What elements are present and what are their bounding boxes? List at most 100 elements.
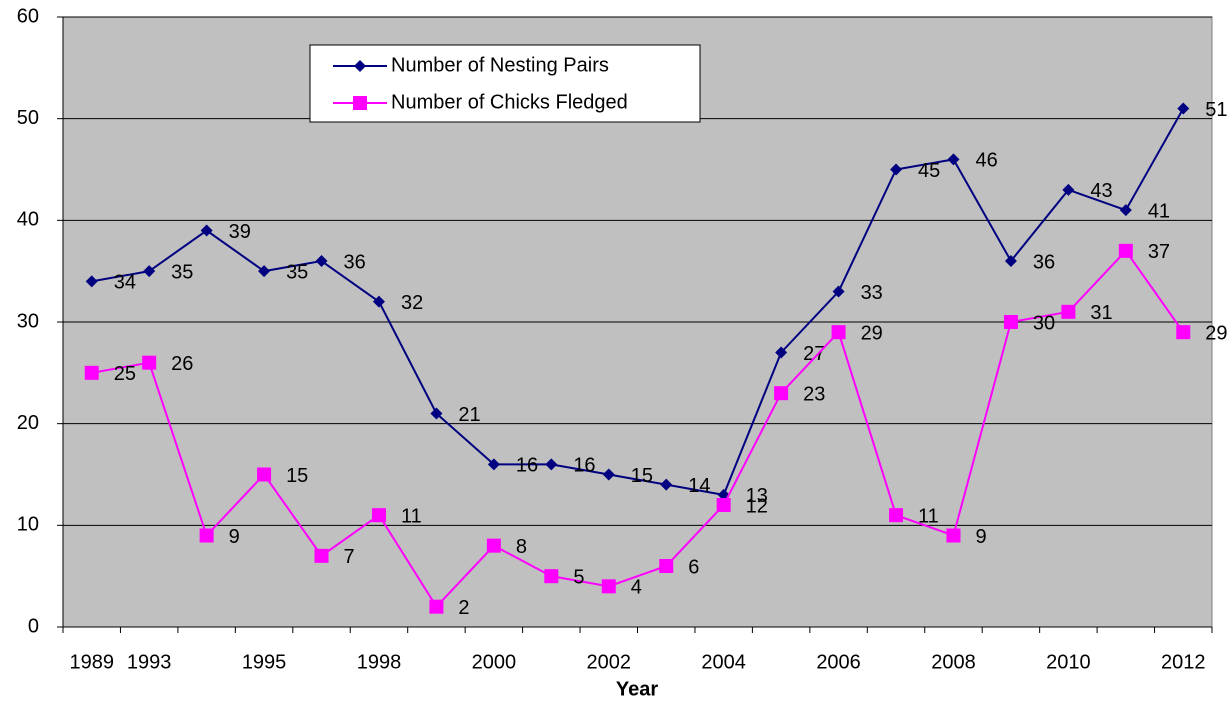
point <box>85 275 98 288</box>
legend-label: Number of Nesting Pairs <box>391 54 609 76</box>
point <box>947 153 960 166</box>
point <box>314 548 329 563</box>
point <box>545 458 558 471</box>
data-label: 26 <box>171 353 193 375</box>
x-tick-label: 2012 <box>1161 651 1206 673</box>
data-label: 51 <box>1205 99 1227 121</box>
point <box>775 346 788 359</box>
point <box>831 325 846 340</box>
y-tick-label: 10 <box>17 514 39 536</box>
data-label: 21 <box>458 404 480 426</box>
x-tick-label: 2008 <box>931 651 976 673</box>
point <box>1062 183 1075 196</box>
x-tick-label: 2002 <box>587 651 632 673</box>
point <box>660 478 673 491</box>
point <box>354 60 366 72</box>
data-label: 29 <box>1205 322 1227 344</box>
point <box>544 569 559 584</box>
x-tick-label: 1989 <box>69 651 114 673</box>
point <box>143 265 156 278</box>
data-label: 31 <box>1090 302 1112 324</box>
data-label: 4 <box>631 577 642 599</box>
data-label: 36 <box>344 251 366 273</box>
point <box>200 224 213 237</box>
point <box>486 538 501 553</box>
data-label: 29 <box>861 322 883 344</box>
data-label: 7 <box>344 546 355 568</box>
data-label: 15 <box>631 465 653 487</box>
legend <box>309 44 701 123</box>
data-label: 15 <box>286 465 308 487</box>
data-label: 46 <box>975 150 997 172</box>
point <box>1004 255 1017 267</box>
data-label: 16 <box>573 455 595 477</box>
x-axis-label: Year <box>616 678 658 700</box>
data-label: 11 <box>918 505 939 527</box>
point <box>353 96 367 110</box>
point <box>258 265 271 278</box>
legend-label: Number of Chicks Fledged <box>391 91 628 113</box>
data-label: 11 <box>401 505 422 527</box>
point <box>774 386 789 401</box>
y-tick-label: 20 <box>17 412 39 434</box>
data-label: 33 <box>861 282 883 304</box>
data-label: 39 <box>229 221 251 243</box>
point <box>1177 102 1190 115</box>
data-label: 14 <box>688 475 710 497</box>
data-label: 12 <box>746 495 768 517</box>
data-label: 5 <box>573 566 584 588</box>
point <box>1119 204 1132 217</box>
data-label: 45 <box>918 160 940 182</box>
data-label: 25 <box>114 363 136 385</box>
data-label: 30 <box>1033 312 1055 334</box>
point <box>889 508 904 523</box>
point <box>84 365 99 380</box>
data-label: 35 <box>171 261 193 283</box>
point <box>1176 325 1191 340</box>
point <box>832 285 845 298</box>
point <box>199 528 214 543</box>
data-label: 2 <box>458 597 469 619</box>
data-label: 8 <box>516 536 527 558</box>
x-tick-label: 2004 <box>701 651 746 673</box>
data-label: 16 <box>516 455 538 477</box>
x-tick-label: 1993 <box>127 651 172 673</box>
point <box>372 295 385 308</box>
point <box>946 528 961 543</box>
series-line <box>91 108 1185 496</box>
point <box>890 163 903 176</box>
point <box>659 559 674 573</box>
point <box>487 458 500 471</box>
data-label: 36 <box>1033 251 1055 273</box>
point <box>430 407 443 420</box>
x-tick-label: 2006 <box>816 651 861 673</box>
x-tick-label: 2000 <box>472 651 517 673</box>
data-label: 13 <box>746 485 768 507</box>
point <box>429 599 444 614</box>
x-tick-label: 2010 <box>1046 651 1091 673</box>
y-tick-label: 0 <box>28 615 39 637</box>
y-tick-label: 60 <box>17 5 39 27</box>
point <box>1061 304 1076 319</box>
data-label: 6 <box>688 556 699 578</box>
point <box>142 355 157 370</box>
data-label: 32 <box>401 292 423 314</box>
y-tick-label: 30 <box>17 310 39 332</box>
data-label: 43 <box>1090 180 1112 202</box>
data-label: 9 <box>975 526 986 548</box>
data-label: 23 <box>803 383 825 405</box>
series-line <box>91 249 1185 609</box>
point <box>601 579 616 594</box>
data-label: 34 <box>114 272 136 294</box>
point <box>716 498 731 512</box>
point <box>602 468 615 481</box>
data-label: 9 <box>229 526 240 548</box>
data-label: 35 <box>286 261 308 283</box>
y-tick-label: 40 <box>17 209 39 231</box>
point <box>371 508 386 523</box>
point <box>315 255 328 267</box>
data-label: 27 <box>803 343 825 365</box>
data-label: 37 <box>1148 241 1170 263</box>
y-tick-label: 50 <box>17 107 39 129</box>
